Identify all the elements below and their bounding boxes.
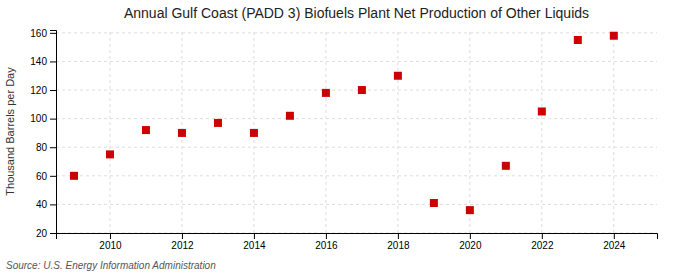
point: [178, 129, 186, 137]
y-tick: 60: [36, 171, 56, 182]
x-axis: 2010 2012 2014 2016 2018 2020 2022 2024: [57, 233, 658, 251]
grid-line-y: [56, 118, 657, 119]
point: [322, 89, 330, 97]
x-tick: 2016: [315, 233, 338, 251]
point: [430, 199, 438, 207]
y-tick-mark: [50, 176, 56, 177]
x-tick-mark: [614, 233, 615, 239]
y-tick-mark: [50, 119, 56, 120]
grid-line-x: [325, 30, 326, 233]
source-note: Source: U.S. Energy Information Administ…: [6, 260, 216, 271]
grid-line-x: [469, 30, 470, 233]
y-tick-label: 60: [36, 171, 48, 182]
grid-line-y: [56, 32, 657, 33]
y-tick-label: 40: [36, 199, 48, 210]
point: [250, 129, 258, 137]
x-tick: 2010: [99, 233, 122, 251]
point: [574, 36, 582, 44]
y-axis-line: [50, 31, 57, 234]
x-tick: 2022: [531, 233, 554, 251]
grid-line-x: [397, 30, 398, 233]
point: [70, 172, 78, 180]
x-tick-mark: [470, 233, 471, 239]
grid-line-x: [541, 30, 542, 233]
title: Annual Gulf Coast (PADD 3) Biofuels Plan…: [124, 5, 589, 21]
y-tick-label: 140: [30, 56, 47, 67]
x-tick-label: 2024: [603, 240, 626, 251]
grid-line-y: [56, 204, 657, 205]
y-tick-mark: [50, 147, 56, 148]
grid-line-x: [109, 30, 110, 233]
y-tick-label: 100: [30, 113, 47, 124]
y-tick-label: 160: [30, 28, 47, 39]
point: [286, 112, 294, 120]
x-tick: 2024: [603, 233, 626, 251]
x-tick-label: 2014: [243, 240, 266, 251]
x-tick-label: 2018: [387, 240, 410, 251]
y-tick: 140: [30, 56, 56, 67]
point: [466, 206, 474, 214]
point: [394, 72, 402, 80]
x-tick: 2020: [459, 233, 482, 251]
y-tick-label: 120: [30, 85, 47, 96]
y-tick-mark: [50, 204, 56, 205]
x-tick: 2012: [171, 233, 194, 251]
y-tick: 100: [30, 113, 56, 124]
x-tick-label: 2012: [171, 240, 194, 251]
y-tick-mark: [50, 233, 56, 234]
grid-line-y: [56, 61, 657, 62]
y-tick-label: 20: [36, 228, 48, 239]
y-tick-label: 80: [36, 142, 48, 153]
x-tick-mark: [182, 233, 183, 239]
x-tick-mark: [326, 233, 327, 239]
x-tick-label: 2022: [531, 240, 554, 251]
point: [358, 86, 366, 94]
point: [214, 119, 222, 127]
x-tick-label: 2016: [315, 240, 338, 251]
x-tick-mark: [254, 233, 255, 239]
grid-line-y: [56, 90, 657, 91]
y-tick: 120: [30, 85, 56, 96]
y-tick: 20: [36, 228, 56, 239]
x-tick-mark: [542, 233, 543, 239]
point: [142, 126, 150, 134]
y-tick-mark: [50, 90, 56, 91]
point: [502, 162, 510, 170]
points: [70, 32, 618, 214]
x-tick-label: 2010: [99, 240, 122, 251]
y-axis-title: Thousand Barrels per Day: [4, 67, 16, 196]
y-tick-mark: [50, 61, 56, 62]
y-tick: 40: [36, 199, 56, 210]
grid: [56, 30, 657, 233]
y-tick: 80: [36, 142, 56, 153]
x-tick-mark: [398, 233, 399, 239]
x-axis-line: [57, 234, 658, 240]
x-tick: 2014: [243, 233, 266, 251]
y-axis: 20 40 60 80 100 120 140 160: [30, 28, 56, 239]
y-tick-mark: [50, 33, 56, 34]
x-tick-mark: [110, 233, 111, 239]
grid-line-x: [613, 30, 614, 233]
point: [538, 107, 546, 115]
y-tick: 160: [30, 28, 56, 39]
point: [610, 32, 618, 40]
grid-line-y: [56, 175, 657, 176]
x-tick: 2018: [387, 233, 410, 251]
chart: 2010 2012 2014 2016 2018 2020 2022 2024 20 40 60 80…: [0, 0, 675, 275]
point: [106, 150, 114, 158]
grid-line-y: [56, 147, 657, 148]
x-tick-label: 2020: [459, 240, 482, 251]
